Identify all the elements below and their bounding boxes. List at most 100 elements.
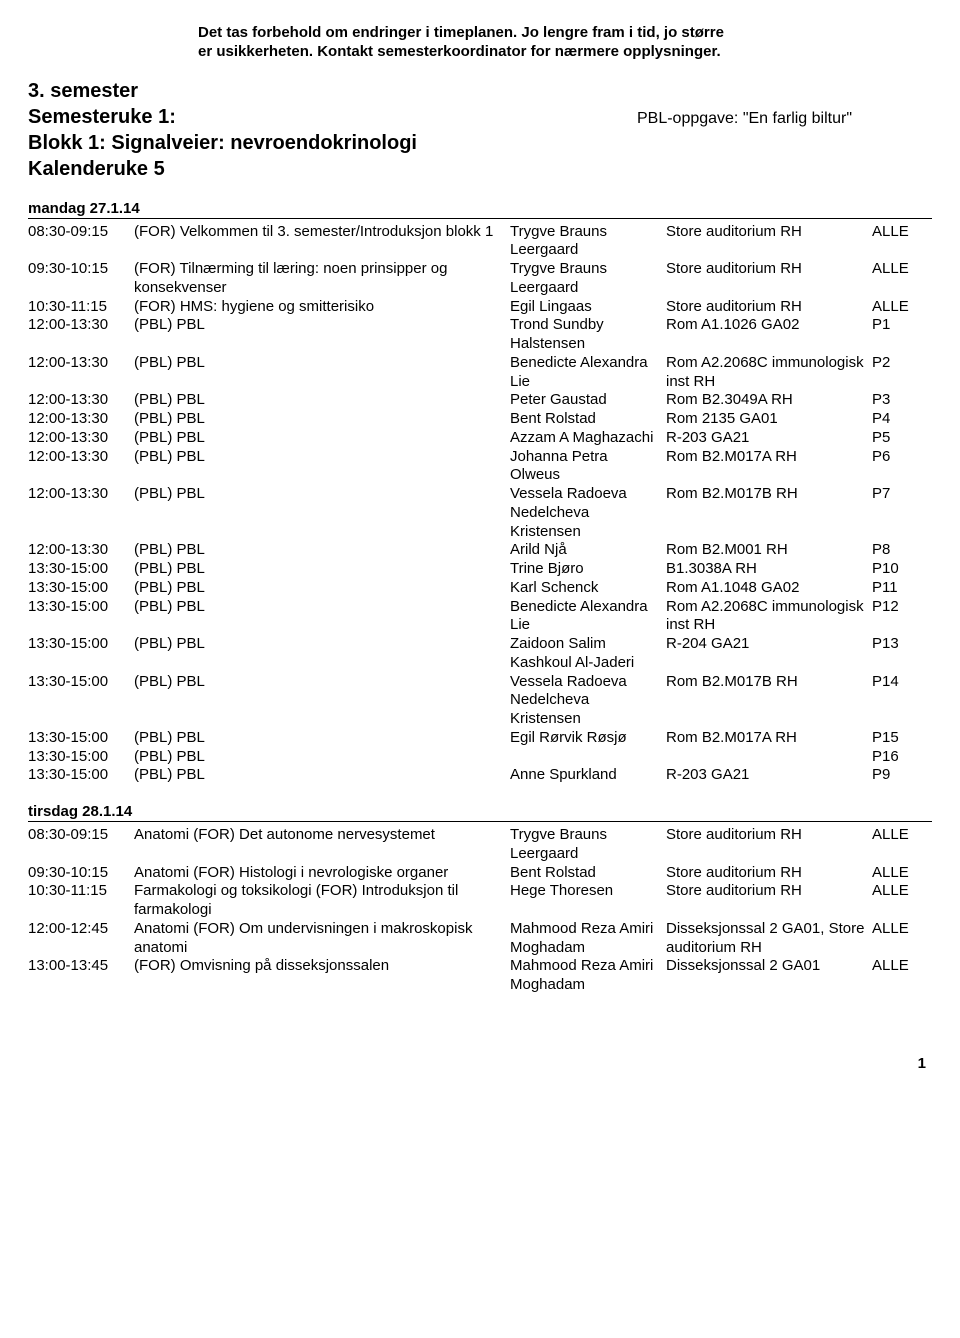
person-cell: Egil Lingaas (510, 298, 660, 317)
group-cell: P7 (872, 485, 922, 541)
week-label: Semesteruke 1: (28, 104, 176, 130)
group-cell: P12 (872, 598, 922, 636)
room-cell: Store auditorium RH (666, 260, 866, 298)
desc-cell: Anatomi (FOR) Histologi i nevrologiske o… (134, 864, 504, 883)
group-cell: ALLE (872, 882, 922, 920)
time-cell: 12:00-13:30 (28, 391, 128, 410)
disclaimer-line2: er usikkerheten. Kontakt semesterkoordin… (198, 43, 721, 60)
group-cell: P11 (872, 579, 922, 598)
time-cell: 13:30-15:00 (28, 729, 128, 748)
room-cell: R-203 GA21 (666, 429, 866, 448)
group-cell: P15 (872, 729, 922, 748)
person-cell: Egil Rørvik Røsjø (510, 729, 660, 748)
desc-cell: (PBL) PBL (134, 635, 504, 673)
room-cell: B1.3038A RH (666, 560, 866, 579)
time-cell: 12:00-13:30 (28, 410, 128, 429)
room-cell (666, 748, 866, 767)
cal-week: Kalenderuke 5 (28, 156, 932, 182)
desc-cell: (PBL) PBL (134, 748, 504, 767)
person-cell: Trygve Brauns Leergaard (510, 260, 660, 298)
person-cell: Karl Schenck (510, 579, 660, 598)
block-line: Blokk 1: Signalveier: nevroendokrinologi (28, 130, 932, 156)
desc-cell: (PBL) PBL (134, 729, 504, 748)
disclaimer: Det tas forbehold om endringer i timepla… (198, 24, 932, 62)
group-cell: P2 (872, 354, 922, 392)
person-cell: Vessela Radoeva Nedelcheva Kristensen (510, 485, 660, 541)
person-cell: Mahmood Reza Amiri Moghadam (510, 920, 660, 958)
group-cell: P8 (872, 541, 922, 560)
person-cell: Johanna Petra Olweus (510, 448, 660, 486)
time-cell: 13:30-15:00 (28, 766, 128, 785)
desc-cell: Farmakologi og toksikologi (FOR) Introdu… (134, 882, 504, 920)
time-cell: 12:00-12:45 (28, 920, 128, 958)
time-cell: 13:30-15:00 (28, 673, 128, 729)
group-cell: P5 (872, 429, 922, 448)
room-cell: Rom B2.M017A RH (666, 729, 866, 748)
room-cell: Rom A1.1026 GA02 (666, 316, 866, 354)
time-cell: 13:30-15:00 (28, 598, 128, 636)
time-cell: 12:00-13:30 (28, 429, 128, 448)
desc-cell: Anatomi (FOR) Om undervisningen i makros… (134, 920, 504, 958)
group-cell: P1 (872, 316, 922, 354)
time-cell: 12:00-13:30 (28, 316, 128, 354)
room-cell: Rom A2.2068C immunologisk inst RH (666, 598, 866, 636)
person-cell: Vessela Radoeva Nedelcheva Kristensen (510, 673, 660, 729)
room-cell: Store auditorium RH (666, 864, 866, 883)
desc-cell: (PBL) PBL (134, 485, 504, 541)
person-cell: Hege Thoresen (510, 882, 660, 920)
pbl-task: PBL-oppgave: "En farlig biltur" (637, 110, 932, 128)
schedule-grid: 08:30-09:15Anatomi (FOR) Det autonome ne… (28, 826, 932, 995)
desc-cell: (FOR) Omvisning på disseksjonssalen (134, 957, 504, 995)
group-cell: P6 (872, 448, 922, 486)
person-cell: Trygve Brauns Leergaard (510, 223, 660, 261)
disclaimer-line1: Det tas forbehold om endringer i timepla… (198, 24, 724, 41)
person-cell: Benedicte Alexandra Lie (510, 354, 660, 392)
schedule-container: mandag 27.1.1408:30-09:15(FOR) Velkommen… (28, 200, 932, 995)
group-cell: ALLE (872, 864, 922, 883)
person-cell: Benedicte Alexandra Lie (510, 598, 660, 636)
group-cell: P3 (872, 391, 922, 410)
room-cell: Store auditorium RH (666, 298, 866, 317)
time-cell: 13:30-15:00 (28, 560, 128, 579)
group-cell: P4 (872, 410, 922, 429)
group-cell: ALLE (872, 223, 922, 261)
page-number: 1 (28, 1055, 932, 1072)
time-cell: 12:00-13:30 (28, 541, 128, 560)
room-cell: Rom 2135 GA01 (666, 410, 866, 429)
desc-cell: (PBL) PBL (134, 391, 504, 410)
desc-cell: (PBL) PBL (134, 354, 504, 392)
person-cell: Peter Gaustad (510, 391, 660, 410)
desc-cell: (PBL) PBL (134, 410, 504, 429)
desc-cell: (PBL) PBL (134, 316, 504, 354)
person-cell: Trine Bjøro (510, 560, 660, 579)
desc-cell: (PBL) PBL (134, 541, 504, 560)
room-cell: Rom B2.M017B RH (666, 673, 866, 729)
person-cell: Bent Rolstad (510, 410, 660, 429)
room-cell: Store auditorium RH (666, 223, 866, 261)
time-cell: 12:00-13:30 (28, 485, 128, 541)
group-cell: ALLE (872, 298, 922, 317)
room-cell: R-204 GA21 (666, 635, 866, 673)
desc-cell: (FOR) Velkommen til 3. semester/Introduk… (134, 223, 504, 261)
room-cell: Rom B2.M017A RH (666, 448, 866, 486)
group-cell: ALLE (872, 260, 922, 298)
time-cell: 13:30-15:00 (28, 579, 128, 598)
person-cell: Arild Njå (510, 541, 660, 560)
person-cell: Trond Sundby Halstensen (510, 316, 660, 354)
person-cell: Zaidoon Salim Kashkoul Al-Jaderi (510, 635, 660, 673)
time-cell: 10:30-11:15 (28, 298, 128, 317)
group-cell: P14 (872, 673, 922, 729)
person-cell: Bent Rolstad (510, 864, 660, 883)
group-cell: P13 (872, 635, 922, 673)
time-cell: 12:00-13:30 (28, 354, 128, 392)
room-cell: Rom B2.M017B RH (666, 485, 866, 541)
group-cell: ALLE (872, 920, 922, 958)
header-block: 3. semester Semesteruke 1: PBL-oppgave: … (28, 78, 932, 182)
room-cell: Store auditorium RH (666, 826, 866, 864)
group-cell: P16 (872, 748, 922, 767)
time-cell: 09:30-10:15 (28, 260, 128, 298)
time-cell: 08:30-09:15 (28, 223, 128, 261)
room-cell: Store auditorium RH (666, 882, 866, 920)
desc-cell: (PBL) PBL (134, 598, 504, 636)
room-cell: Rom A1.1048 GA02 (666, 579, 866, 598)
